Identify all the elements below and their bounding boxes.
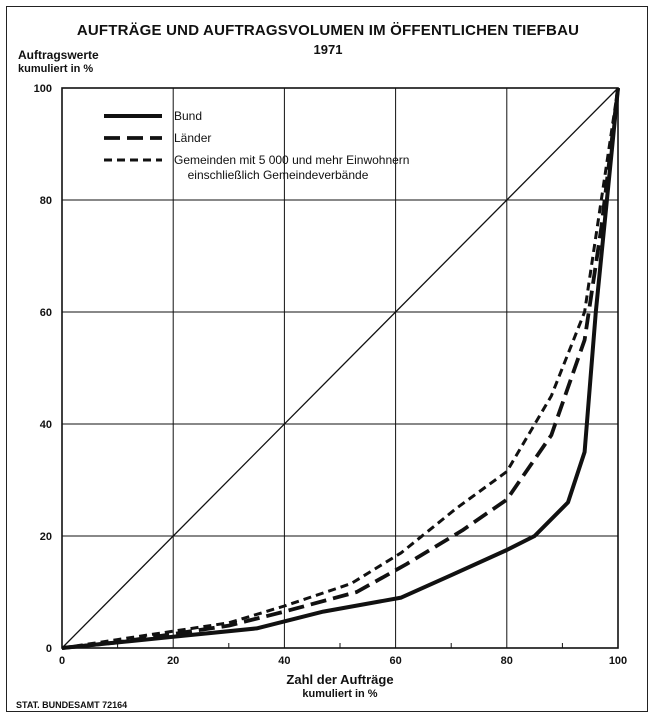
- legend-label: Länder: [174, 131, 211, 145]
- chart-title: AUFTRÄGE UND AUFTRAGSVOLUMEN IM ÖFFENTLI…: [76, 22, 580, 39]
- chart-frame: [6, 6, 648, 712]
- legend-label: einschließlich Gemeindeverbände: [188, 168, 369, 182]
- y-tick-label: 80: [40, 195, 52, 207]
- source-note: STAT. BUNDESAMT 72164: [16, 700, 128, 710]
- x-tick-label: 60: [389, 655, 401, 667]
- y-tick-label: 0: [46, 643, 52, 655]
- x-tick-label: 100: [609, 655, 627, 667]
- x-axis-unit: kumuliert in %: [302, 688, 378, 700]
- y-axis-label: Auftragswerte: [18, 48, 99, 62]
- series-line-2: [61, 87, 620, 650]
- chart-subtitle: 1971: [313, 42, 343, 57]
- series-line-3: [61, 87, 620, 650]
- equality-line: [61, 87, 619, 649]
- y-tick-label: 60: [40, 307, 52, 319]
- y-tick-label: 100: [34, 83, 52, 95]
- legend-label: Gemeinden mit 5 000 und mehr Einwohnern: [174, 153, 409, 167]
- x-axis-label: Zahl der Aufträge: [286, 672, 394, 687]
- y-axis-unit: kumuliert in %: [18, 63, 94, 75]
- legend-label: Bund: [174, 109, 202, 123]
- y-tick-label: 40: [40, 419, 52, 431]
- x-tick-label: 20: [167, 655, 179, 667]
- y-tick-label: 20: [40, 531, 52, 543]
- series-line-1: [61, 87, 620, 650]
- x-tick-label: 40: [278, 655, 290, 667]
- x-tick-label: 0: [59, 655, 65, 667]
- x-tick-label: 80: [501, 655, 513, 667]
